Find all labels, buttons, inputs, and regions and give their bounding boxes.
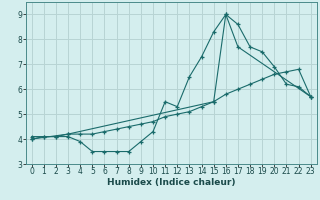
X-axis label: Humidex (Indice chaleur): Humidex (Indice chaleur) <box>107 178 236 187</box>
